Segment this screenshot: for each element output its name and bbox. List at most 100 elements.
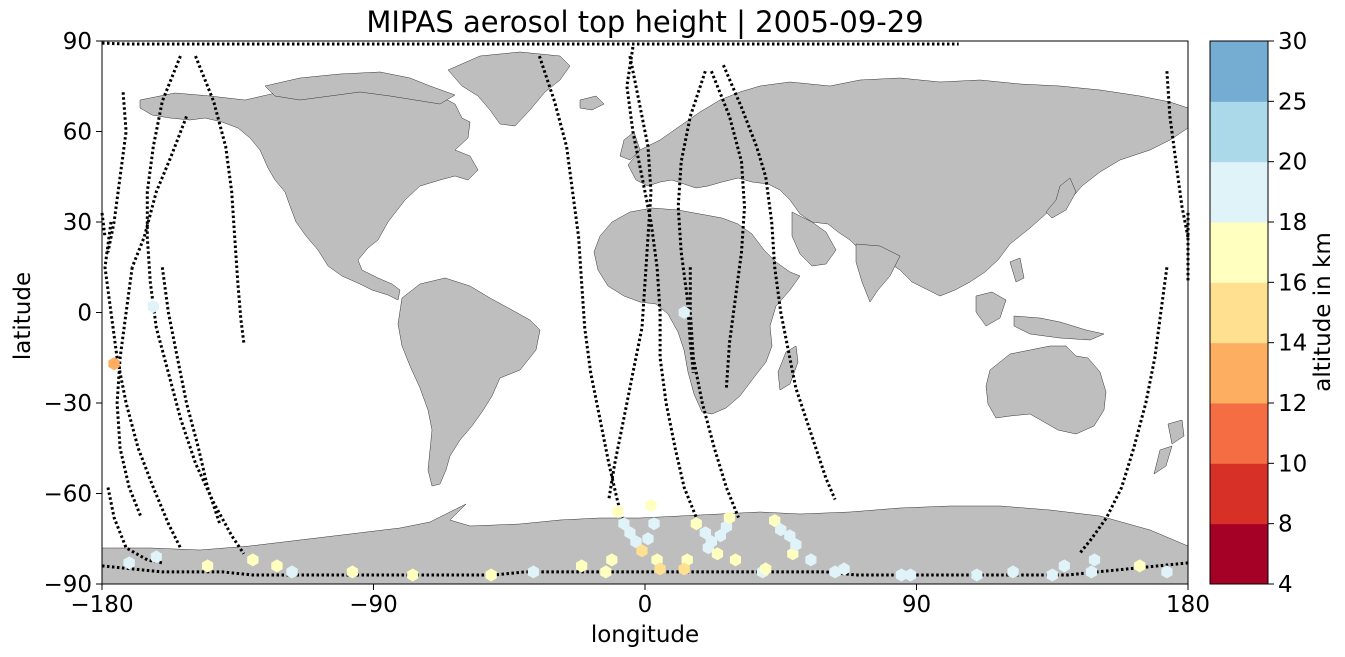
colorbar-segment bbox=[1210, 41, 1268, 102]
aerosol-point bbox=[150, 550, 162, 564]
colorbar-segment bbox=[1210, 463, 1268, 525]
land-japan bbox=[1045, 177, 1077, 219]
aerosol-point bbox=[648, 517, 660, 531]
colorbar-segment bbox=[1210, 161, 1268, 223]
colorbar-tick-label: 10 bbox=[1278, 451, 1307, 477]
y-axis-label: latitude bbox=[10, 272, 36, 360]
y-tick-label: −30 bbox=[43, 391, 92, 417]
aerosol-point bbox=[108, 357, 120, 371]
orbit-track bbox=[676, 70, 707, 373]
colorbar: 4 8 10 12 14 16 18 20 25 30 bbox=[1209, 29, 1307, 598]
aerosol-point bbox=[1058, 559, 1070, 573]
x-tick-label: 90 bbox=[902, 592, 931, 618]
colorbar-segment bbox=[1210, 282, 1268, 344]
orbit-track bbox=[722, 64, 837, 501]
y-tick-label: 60 bbox=[63, 120, 92, 146]
orbit-track bbox=[1078, 267, 1169, 555]
aerosol-point bbox=[729, 553, 742, 567]
aerosol-point bbox=[1161, 565, 1173, 579]
aerosol-point bbox=[678, 562, 690, 576]
orbit-track bbox=[103, 221, 182, 549]
aerosol-point bbox=[286, 565, 298, 579]
y-tick-label: −90 bbox=[43, 572, 92, 598]
aerosol-point bbox=[1085, 565, 1098, 579]
x-tick-label: 0 bbox=[638, 592, 653, 618]
aerosol-point bbox=[1046, 568, 1058, 582]
aerosol-point bbox=[642, 532, 654, 546]
aerosol-point bbox=[645, 499, 657, 513]
aerosol-point bbox=[760, 562, 772, 576]
aerosol-point bbox=[790, 538, 802, 552]
aerosol-point bbox=[576, 559, 588, 573]
aerosol-point bbox=[711, 547, 723, 561]
aerosol-points bbox=[108, 300, 1173, 582]
land-iceland bbox=[579, 95, 605, 111]
x-tick-label: −90 bbox=[349, 592, 398, 618]
aerosol-point bbox=[271, 559, 283, 573]
aerosol-point bbox=[346, 565, 358, 579]
orbit-track bbox=[537, 55, 629, 531]
aerosol-point bbox=[723, 511, 736, 525]
colorbar-tick-label: 30 bbox=[1278, 29, 1307, 55]
colorbar-tick-label: 14 bbox=[1278, 331, 1307, 357]
aerosol-point bbox=[838, 562, 850, 576]
colorbar-tick-label: 20 bbox=[1278, 150, 1307, 176]
orbit-track bbox=[1165, 71, 1190, 238]
orbit-track bbox=[688, 267, 740, 519]
aerosol-point bbox=[600, 565, 612, 579]
aerosol-point bbox=[971, 568, 983, 582]
x-axis-label: longitude bbox=[591, 622, 699, 648]
orbit-track bbox=[101, 561, 1189, 577]
aerosol-point bbox=[714, 529, 726, 543]
orbit-track bbox=[625, 46, 698, 519]
land-arctic-islands bbox=[264, 71, 456, 105]
colorbar-segment bbox=[1210, 222, 1268, 283]
chart-title: MIPAS aerosol top height | 2005-09-29 bbox=[366, 5, 923, 39]
colorbar-tick-label: 12 bbox=[1278, 391, 1307, 417]
orbit-track bbox=[130, 115, 188, 268]
x-tick-label: 180 bbox=[1166, 592, 1210, 618]
y-tick-label: −60 bbox=[43, 482, 92, 508]
y-tick-label: 90 bbox=[63, 29, 92, 55]
aerosol-point bbox=[202, 559, 214, 573]
colorbar-segment bbox=[1210, 101, 1268, 163]
land-madagascar bbox=[777, 345, 799, 391]
land-australia bbox=[985, 345, 1107, 435]
orbit-track bbox=[100, 212, 107, 238]
colorbar-tick-label: 16 bbox=[1278, 270, 1307, 296]
orbit-track bbox=[160, 267, 222, 525]
aerosol-point bbox=[407, 568, 419, 582]
aerosol-point bbox=[618, 517, 630, 531]
aerosol-point bbox=[247, 553, 259, 567]
aerosol-point bbox=[769, 514, 781, 528]
aerosol-point bbox=[1134, 559, 1146, 573]
map-axes bbox=[100, 40, 1190, 585]
aerosol-point bbox=[630, 535, 642, 549]
orbit-track bbox=[101, 41, 959, 46]
land-antarctica bbox=[101, 503, 1189, 585]
aerosol-point bbox=[624, 526, 636, 540]
aerosol-point bbox=[147, 300, 159, 313]
colorbar-tick-label: 25 bbox=[1278, 89, 1307, 115]
x-axis: −180 −90 0 90 180 bbox=[70, 584, 1210, 618]
land-se-asia-islands bbox=[975, 257, 1105, 341]
orbit-track bbox=[194, 55, 246, 343]
orbit-track bbox=[106, 487, 163, 565]
aerosol-point bbox=[636, 544, 648, 558]
land-south-america bbox=[397, 277, 541, 487]
aerosol-point bbox=[123, 556, 135, 570]
orbit-track bbox=[106, 92, 128, 253]
aerosol-point bbox=[829, 565, 841, 579]
aerosol-point bbox=[904, 568, 917, 582]
y-tick-label: 0 bbox=[77, 301, 92, 327]
aerosol-point bbox=[784, 529, 796, 543]
aerosol-point bbox=[612, 505, 624, 519]
aerosol-point bbox=[805, 553, 817, 567]
land-greenland bbox=[447, 51, 571, 127]
colorbar-tick-label: 4 bbox=[1278, 572, 1293, 598]
land-eurasia bbox=[627, 77, 1189, 297]
aerosol-point bbox=[678, 306, 690, 319]
colorbar-tick-label: 8 bbox=[1278, 512, 1293, 538]
colorbar-segment bbox=[1210, 403, 1268, 464]
